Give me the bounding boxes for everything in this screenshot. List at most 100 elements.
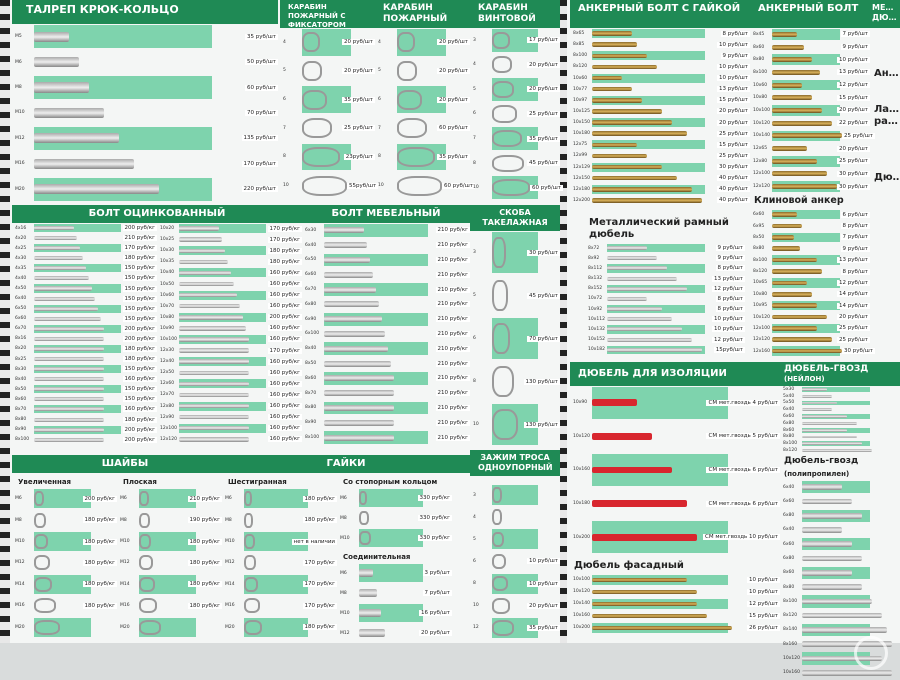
item-price: 9 руб/шт	[840, 245, 870, 252]
item-size: 10x90	[573, 400, 588, 406]
product-image	[324, 419, 394, 426]
item-size: 10x30	[160, 248, 175, 254]
product-image	[607, 266, 667, 271]
product-image	[244, 619, 262, 635]
product-image	[592, 399, 637, 407]
price-row: 4	[470, 506, 560, 528]
section-title-klin: Клиновой анкер	[754, 194, 844, 206]
item-size: M20	[225, 624, 235, 630]
item-price: 170 руб/кг	[267, 347, 302, 354]
item-size: 6x60	[15, 316, 27, 322]
item-price: 30 руб/шт	[717, 164, 750, 171]
product-image	[492, 179, 530, 197]
item-price: 210 руб/кг	[435, 345, 470, 352]
item-size: 10x140	[573, 601, 590, 607]
item-price: 10 руб/шт	[747, 576, 780, 583]
product-image	[139, 555, 153, 571]
item-size: 10x125	[573, 108, 590, 114]
price-list: 5x30 5x40 5x50 6x40 6x60 6x80 8x60 8x80 8x100 8x1…	[780, 386, 900, 454]
product-image	[324, 271, 373, 278]
price-row: 6 10 руб/шт	[470, 550, 560, 572]
product-image	[772, 57, 812, 63]
price-row: 10x90 СМ мет.гвоздь 4 руб/шт	[570, 386, 780, 420]
product-image	[359, 531, 371, 545]
price-row: 10x140 25 руб/шт	[750, 130, 875, 143]
item-price: 200 руб/кг	[267, 314, 302, 321]
price-row: 8x50 150 руб/кг	[12, 384, 157, 394]
price-row: 10x200 26 руб/шт	[570, 622, 780, 634]
price-row: 6x60 150 руб/кг	[12, 314, 157, 324]
item-size: 10x60	[573, 75, 588, 81]
item-price: 200 руб/кг	[122, 335, 157, 342]
subsection-title: Увеличенная	[18, 478, 72, 486]
price-row: 10x97 15 руб/шт	[570, 95, 750, 106]
item-price: 210 руб/кг	[435, 375, 470, 382]
product-image	[772, 120, 832, 126]
price-row: 8x60 210 руб/кг	[302, 371, 470, 386]
product-image	[607, 286, 687, 291]
item-price: 200 руб/кг	[122, 225, 157, 232]
price-row: 6x100 210 руб/кг	[302, 327, 470, 342]
item-price: 180 руб/кг	[302, 624, 337, 631]
price-row: 7 60 руб/шт	[375, 114, 470, 143]
item-size: 10x160	[573, 613, 590, 619]
price-row: 10x65 12 руб/шт	[750, 277, 870, 288]
item-size: 10x120	[573, 589, 590, 595]
item-size: 6x50	[15, 306, 27, 312]
product-image	[772, 95, 812, 101]
product-image	[34, 491, 44, 507]
price-row: 8x100 13 руб/шт	[750, 254, 870, 265]
item-size: 8x40	[305, 346, 317, 352]
item-price: 7 руб/шт	[422, 590, 452, 596]
price-row: 8x60	[780, 566, 900, 580]
item-price: 8 руб/шт	[715, 295, 745, 302]
section-karabin-pozh: Карабин пожарный 4 20 руб/шт 5 20 руб/шт 6 20…	[375, 0, 475, 200]
price-row: 6x40 210 руб/кг	[302, 238, 470, 253]
price-row: 4x35 150 руб/кг	[12, 263, 157, 273]
product-image	[592, 175, 677, 181]
highlight-band	[592, 95, 705, 105]
item-size: 8x132	[588, 276, 603, 282]
item-price: 12 руб/шт	[712, 285, 745, 292]
item-price: 45 руб/шт	[527, 160, 560, 167]
price-row: M8 180 руб/кг	[222, 509, 337, 530]
item-size: 8x60	[753, 44, 765, 50]
item-size: 12x129	[573, 164, 590, 170]
item-size: 12x120	[753, 337, 770, 343]
price-list: 6x30 210 руб/кг 6x40 210 руб/кг 6x50 210 руб/…	[302, 223, 470, 445]
section-title: Болт мебельный	[302, 205, 470, 223]
highlight-band	[492, 78, 538, 101]
product-image	[592, 187, 692, 192]
item-price: 50 руб/шт	[245, 59, 278, 66]
item-size: 8x60	[783, 570, 795, 576]
price-row: M6 330 руб/кг	[337, 488, 452, 508]
price-list: 8x45 7 руб/шт 8x60 9 руб/шт 8x80 10 руб/шт 8x1…	[750, 28, 875, 193]
product-image	[34, 246, 80, 251]
item-price: 20 руб/шт	[419, 630, 452, 636]
price-row: 10 60 руб/шт	[470, 175, 563, 200]
price-row: 8x25 180 руб/кг	[12, 354, 157, 364]
price-row: 12x100 25 руб/шт	[750, 323, 870, 334]
item-size: 10x65	[753, 280, 768, 286]
price-row: 4 20 руб/шт	[280, 28, 375, 57]
price-row: 8 45 руб/шт	[470, 151, 560, 176]
item-price: 210 руб/кг	[435, 404, 470, 411]
price-row: M20 180 руб/кг	[222, 617, 337, 638]
product-image	[34, 226, 74, 231]
price-row: 5x30	[780, 386, 900, 393]
price-row: 6x60 6 руб/шт	[750, 209, 870, 220]
price-row: 8x90 200 руб/кг	[12, 425, 157, 435]
item-price: 160 руб/кг	[267, 380, 302, 387]
section-title: Дюбель-гвозд	[784, 455, 859, 466]
price-row: 4x50 150 руб/кг	[12, 283, 157, 293]
price-row: 10x30 180 руб/кг	[157, 245, 302, 256]
item-price: 9 руб/шт	[840, 44, 870, 51]
item-size: 8x80	[783, 434, 795, 440]
product-image	[179, 237, 222, 242]
section-title-shaiby: Шайбы	[101, 458, 149, 469]
item-size: 10	[473, 185, 479, 191]
item-size: 6	[473, 111, 476, 117]
item-size: 10x120	[783, 655, 800, 661]
item-size: 6x40	[783, 484, 795, 490]
highlight-band	[34, 75, 212, 100]
